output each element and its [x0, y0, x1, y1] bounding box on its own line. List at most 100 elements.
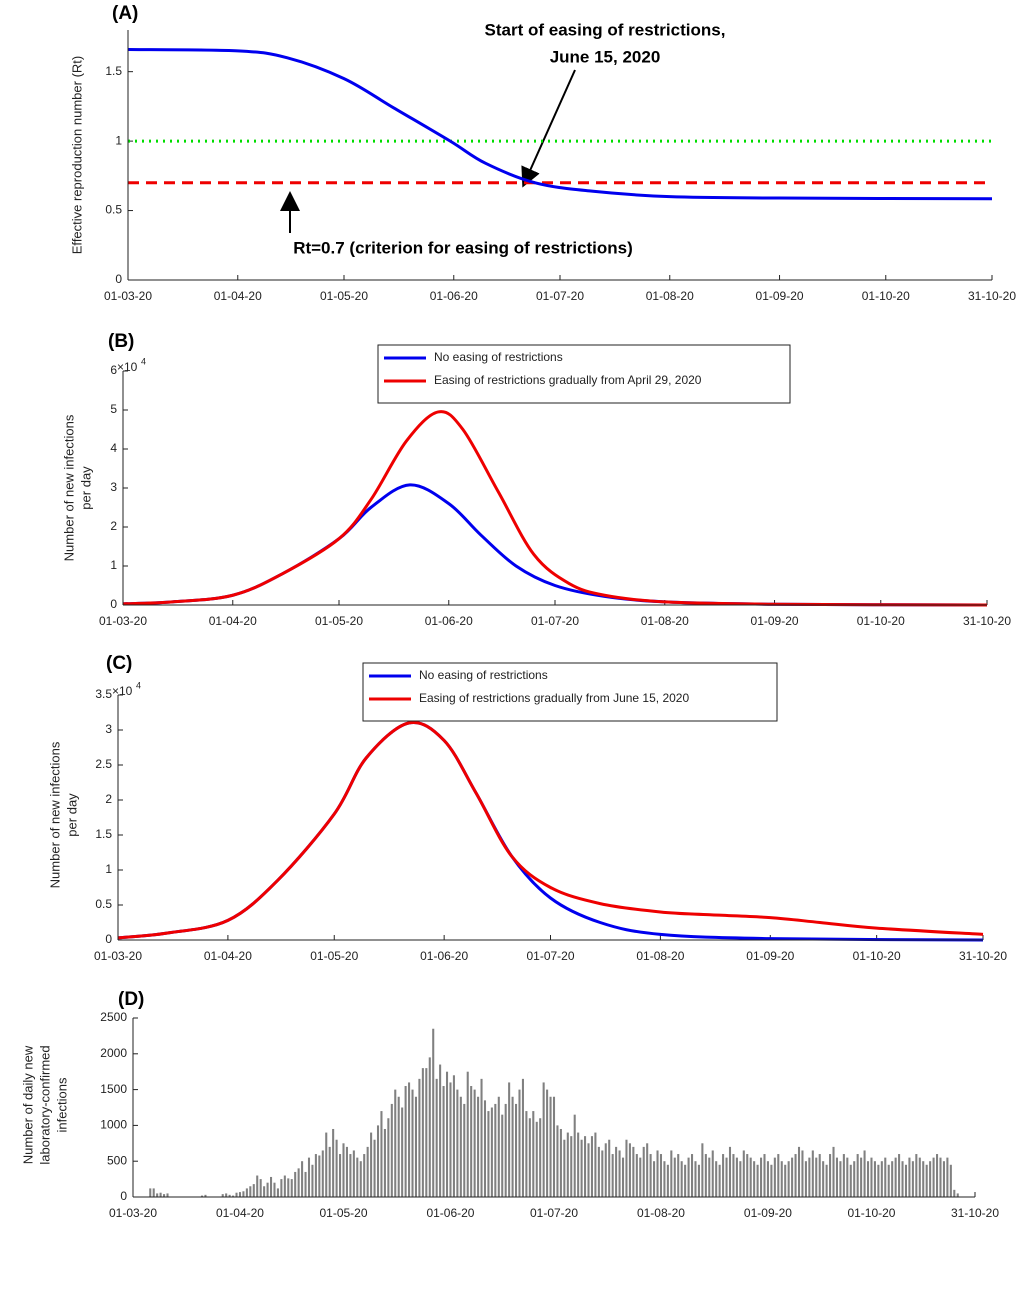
bar — [456, 1089, 459, 1197]
bar — [822, 1161, 825, 1197]
bar — [221, 1194, 224, 1197]
bar — [487, 1111, 490, 1197]
bar — [304, 1171, 307, 1197]
bar — [404, 1086, 407, 1197]
bar — [563, 1139, 566, 1197]
bar — [294, 1171, 297, 1197]
bar — [466, 1071, 469, 1197]
legend-box — [362, 662, 778, 722]
y-scale-label: ×10 — [112, 684, 133, 698]
bar — [625, 1139, 628, 1197]
y-axis-label: per day — [64, 793, 79, 837]
bar — [701, 1143, 704, 1197]
bar — [307, 1157, 311, 1197]
y-axis-label: laboratory-confirmed — [37, 1045, 52, 1164]
y-tick-label: 1 — [110, 558, 117, 572]
line — [122, 410, 988, 607]
bar — [597, 1146, 600, 1197]
bar — [725, 1157, 728, 1197]
bar — [401, 1107, 404, 1197]
x-tick-label: 01-04-20 — [216, 1206, 264, 1220]
panel-title: (D) — [118, 989, 144, 1010]
x-tick-label: 01-05-20 — [310, 949, 358, 963]
bar — [359, 1161, 362, 1197]
bar — [766, 1161, 769, 1197]
bar — [594, 1132, 597, 1197]
bar — [877, 1164, 880, 1197]
bar — [742, 1150, 745, 1197]
bar — [690, 1154, 694, 1197]
bar — [953, 1189, 956, 1197]
y-axis-label: infections — [54, 1077, 69, 1132]
bar — [152, 1188, 155, 1197]
bar — [511, 1096, 514, 1197]
bar — [590, 1136, 593, 1197]
bar — [494, 1103, 497, 1197]
bar — [708, 1157, 711, 1197]
bar — [380, 1111, 383, 1197]
bar — [760, 1157, 763, 1197]
bar — [356, 1157, 359, 1197]
x-tick-label: 01-10-20 — [862, 289, 910, 303]
bar — [283, 1175, 286, 1197]
bar — [339, 1154, 342, 1197]
bar — [811, 1150, 814, 1197]
bar — [490, 1107, 493, 1197]
x-tick-label: 01-06-20 — [420, 949, 468, 963]
bar — [722, 1154, 725, 1197]
legend-label: Easing of restrictions gradually from Ju… — [419, 691, 689, 705]
y-axis-label: Number of daily new — [20, 1045, 35, 1164]
bar — [894, 1157, 897, 1197]
bar — [459, 1096, 462, 1197]
bar — [825, 1164, 828, 1197]
bar — [373, 1139, 376, 1197]
bar — [269, 1176, 273, 1197]
bar — [746, 1154, 749, 1197]
bar — [242, 1191, 245, 1197]
bar — [328, 1146, 331, 1197]
bar — [780, 1161, 783, 1197]
bar — [225, 1193, 228, 1197]
bar — [873, 1161, 876, 1197]
bar — [383, 1128, 386, 1197]
bar — [470, 1086, 473, 1197]
x-tick-label: 01-06-20 — [425, 614, 473, 628]
bar — [442, 1086, 445, 1197]
y-tick-label: 1000 — [100, 1118, 127, 1132]
bar — [532, 1111, 535, 1197]
bar — [632, 1146, 635, 1197]
y-tick-label: 2500 — [100, 1010, 127, 1024]
annotation: Start of easing of restrictions, — [485, 20, 726, 39]
bar — [235, 1192, 238, 1197]
bar — [815, 1157, 818, 1197]
bar — [835, 1157, 839, 1197]
bar — [818, 1154, 821, 1197]
bar — [663, 1161, 666, 1197]
bar — [408, 1082, 411, 1197]
bar — [342, 1143, 345, 1197]
bar — [515, 1103, 518, 1197]
bar — [318, 1155, 321, 1197]
annotation: June 15, 2020 — [550, 47, 661, 66]
bar — [628, 1143, 631, 1197]
bar — [684, 1164, 687, 1197]
bar — [435, 1078, 438, 1197]
panel-title: (B) — [108, 331, 134, 352]
x-tick-label: 01-07-20 — [536, 289, 584, 303]
x-tick-label: 31-10-20 — [951, 1206, 999, 1220]
y-tick-label: 1.5 — [105, 64, 122, 78]
bar — [156, 1193, 159, 1197]
bar — [449, 1082, 452, 1197]
bar — [891, 1161, 894, 1197]
bar — [932, 1157, 935, 1197]
y-tick-label: 0 — [120, 1189, 127, 1203]
bar — [929, 1161, 932, 1197]
bar — [749, 1157, 752, 1197]
x-tick-label: 01-08-20 — [646, 289, 694, 303]
bar — [228, 1194, 231, 1197]
y-tick-label: 2 — [110, 519, 117, 533]
bar — [773, 1157, 776, 1197]
x-tick-label: 01-07-20 — [526, 949, 574, 963]
y-tick-label: 500 — [107, 1153, 127, 1167]
bar — [363, 1154, 366, 1197]
